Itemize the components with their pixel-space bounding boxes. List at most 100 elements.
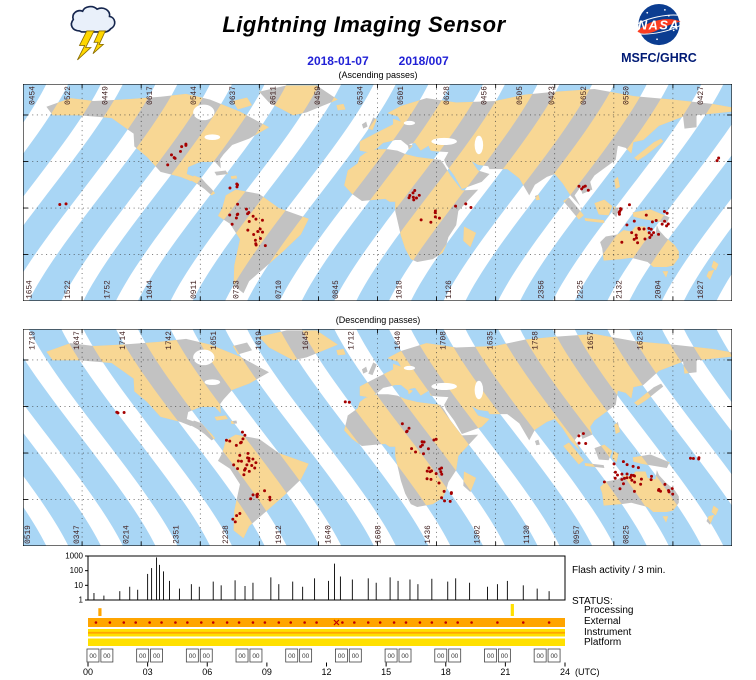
status-anomaly-dot bbox=[174, 621, 177, 624]
ascending-passes-map: 0454 0522 0449 0617 0544 0637 0611 0459 0534 0501… bbox=[23, 84, 732, 301]
svg-text:0449: 0449 bbox=[102, 86, 110, 105]
svg-text:00: 00 bbox=[387, 653, 395, 660]
svg-text:24: 24 bbox=[560, 667, 570, 677]
svg-text:1619: 1619 bbox=[256, 331, 264, 350]
svg-text:06: 06 bbox=[202, 667, 212, 677]
svg-text:0611: 0611 bbox=[270, 86, 278, 105]
svg-text:0501: 0501 bbox=[398, 86, 406, 105]
svg-text:0459: 0459 bbox=[315, 86, 323, 105]
date-row: 2018-01-07 2018/007 bbox=[0, 54, 756, 68]
orbit-time-labels: 1719 1647 1714 1742 1651 1619 1645 1712 1640 1708… bbox=[25, 331, 646, 544]
svg-text:0911: 0911 bbox=[191, 280, 199, 299]
svg-text:1657: 1657 bbox=[588, 331, 596, 350]
status-band-external bbox=[88, 618, 565, 627]
svg-text:0628: 0628 bbox=[444, 86, 452, 105]
status-label-instrument: Instrument bbox=[584, 627, 632, 638]
status-anomaly-dot bbox=[430, 621, 434, 624]
svg-text:1654: 1654 bbox=[27, 280, 35, 299]
svg-text:0845: 0845 bbox=[333, 280, 341, 299]
svg-text:18: 18 bbox=[441, 667, 451, 677]
svg-text:00: 00 bbox=[302, 653, 310, 660]
status-anomaly-dot bbox=[199, 621, 203, 624]
svg-text:1719: 1719 bbox=[29, 331, 37, 350]
svg-text:0427: 0427 bbox=[698, 86, 706, 105]
svg-text:00: 00 bbox=[252, 653, 260, 660]
svg-text:0454: 0454 bbox=[29, 86, 37, 105]
border-ticks bbox=[23, 84, 732, 301]
svg-text:1640: 1640 bbox=[326, 525, 334, 544]
svg-text:0456: 0456 bbox=[482, 86, 490, 105]
lightning-bolt-icon bbox=[92, 30, 107, 55]
status-anomaly-dot bbox=[263, 621, 267, 624]
status-anomaly-dot bbox=[94, 621, 98, 624]
status-label-platform: Platform bbox=[584, 637, 622, 648]
svg-text:2238: 2238 bbox=[223, 525, 231, 544]
inland-seas bbox=[193, 104, 484, 155]
svg-text:0825: 0825 bbox=[623, 525, 631, 544]
status-label-processing: Processing bbox=[584, 605, 634, 616]
status-anomaly-dot bbox=[521, 621, 525, 624]
org-label: MSFC/GHRC bbox=[621, 51, 697, 65]
status-anomaly-dot bbox=[289, 621, 293, 624]
svg-text:00: 00 bbox=[89, 653, 97, 660]
svg-text:09: 09 bbox=[262, 667, 272, 677]
svg-text:1651: 1651 bbox=[211, 331, 219, 350]
status-event-mark bbox=[510, 604, 514, 616]
svg-text:2225: 2225 bbox=[577, 280, 585, 299]
orbit-time-labels: 0454 0522 0449 0617 0544 0637 0611 0459 0534 0501… bbox=[27, 86, 706, 299]
svg-text:21: 21 bbox=[500, 667, 510, 677]
status-anomaly-dot bbox=[237, 621, 241, 624]
svg-text:1522: 1522 bbox=[65, 280, 73, 299]
svg-text:1608: 1608 bbox=[375, 525, 383, 544]
y-axis-labels: 1 10 100 1000 bbox=[65, 552, 83, 605]
svg-text:0519: 0519 bbox=[25, 525, 33, 544]
svg-text:1647: 1647 bbox=[74, 331, 82, 350]
svg-text:1712: 1712 bbox=[348, 331, 356, 350]
status-anomaly-dot bbox=[148, 621, 151, 624]
svg-text:1625: 1625 bbox=[638, 331, 646, 350]
date-link-doy[interactable]: 2018/007 bbox=[398, 54, 449, 68]
status-anomaly-dot bbox=[444, 621, 448, 624]
status-label-external: External bbox=[584, 616, 621, 627]
svg-text:00: 00 bbox=[487, 653, 495, 660]
status-anomaly-dot bbox=[108, 621, 112, 624]
nasa-logo-orbit bbox=[631, 14, 687, 35]
svg-text:03: 03 bbox=[143, 667, 153, 677]
svg-text:0710: 0710 bbox=[276, 280, 284, 299]
svg-text:00: 00 bbox=[550, 653, 558, 660]
svg-text:1000: 1000 bbox=[65, 552, 83, 561]
svg-text:0423: 0423 bbox=[549, 86, 557, 105]
status-anomaly-dot bbox=[225, 621, 229, 624]
cloud-shape bbox=[70, 5, 116, 34]
svg-text:1827: 1827 bbox=[698, 280, 706, 299]
ascending-passes-label: (Ascending passes) bbox=[338, 70, 418, 80]
svg-text:00: 00 bbox=[437, 653, 445, 660]
svg-text:0652: 0652 bbox=[581, 86, 589, 105]
svg-text:15: 15 bbox=[381, 667, 391, 677]
page-title: Lightning Imaging Sensor bbox=[222, 12, 506, 37]
lightning-flash-dots bbox=[115, 400, 701, 524]
status-anomaly-dot bbox=[315, 621, 318, 624]
svg-text:0347: 0347 bbox=[74, 525, 82, 544]
svg-text:1302: 1302 bbox=[475, 525, 483, 544]
status-anomaly-dot bbox=[122, 621, 126, 624]
flash-activity-label: Flash activity / 3 min. bbox=[572, 565, 666, 576]
svg-text:0733: 0733 bbox=[234, 280, 242, 299]
status-anomaly-dot bbox=[277, 621, 281, 624]
status-anomaly-dot bbox=[160, 621, 163, 624]
status-anomaly-dot bbox=[378, 621, 382, 624]
date-link-iso[interactable]: 2018-01-07 bbox=[307, 54, 369, 68]
x-axis-unit: (UTC) bbox=[575, 667, 600, 677]
svg-text:1742: 1742 bbox=[166, 331, 174, 350]
svg-text:1714: 1714 bbox=[120, 331, 128, 350]
flash-plot-frame bbox=[87, 555, 566, 601]
svg-text:10: 10 bbox=[74, 581, 83, 590]
svg-text:00: 00 bbox=[238, 653, 246, 660]
svg-text:00: 00 bbox=[103, 653, 111, 660]
svg-text:100: 100 bbox=[70, 566, 84, 575]
inland-seas bbox=[193, 349, 484, 400]
svg-text:00: 00 bbox=[189, 653, 197, 660]
status-anomaly-dot bbox=[251, 621, 255, 624]
